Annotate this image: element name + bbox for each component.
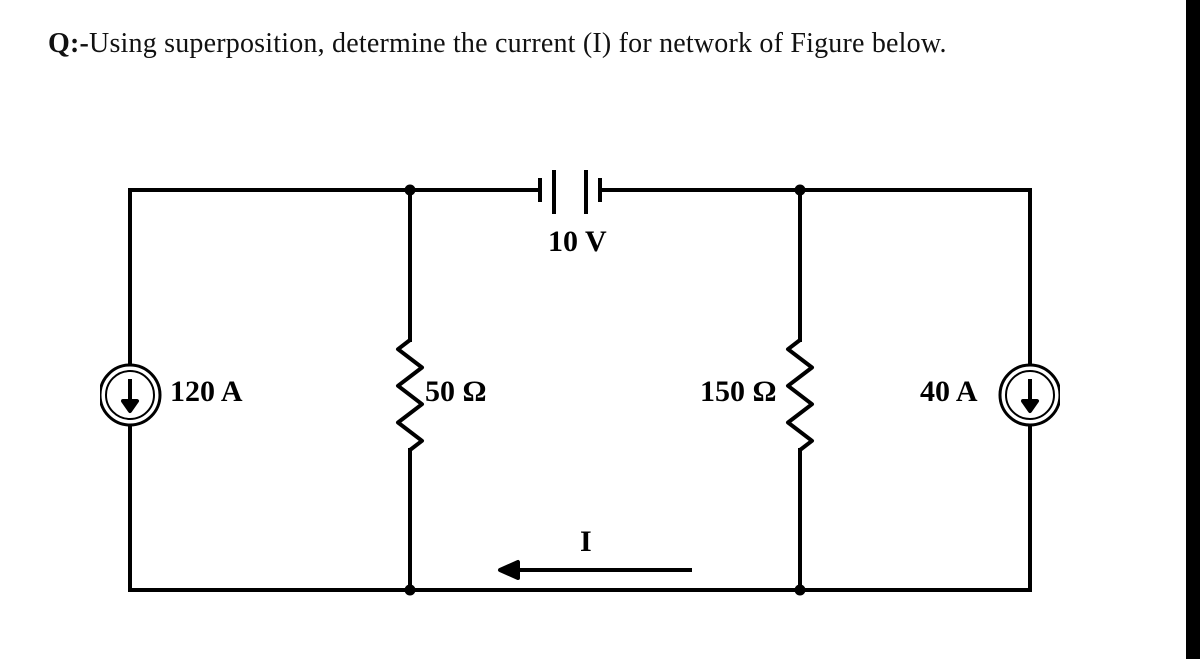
current-label: I [580,525,592,559]
battery-label: 10 V [548,225,607,259]
r2-label: 150 Ω [700,375,777,409]
right-source-label: 40 A [920,375,978,409]
question-text: Q:-Using superposition, determine the cu… [48,28,947,60]
question-prefix: Q:- [48,28,89,59]
page: Q:-Using superposition, determine the cu… [0,0,1200,659]
question-body: Using superposition, determine the curre… [89,28,947,59]
left-source-label: 120 A [170,375,243,409]
circuit-diagram: 120 A 40 A 10 V 50 Ω 150 Ω I [100,170,1060,610]
r1-label: 50 Ω [425,375,487,409]
